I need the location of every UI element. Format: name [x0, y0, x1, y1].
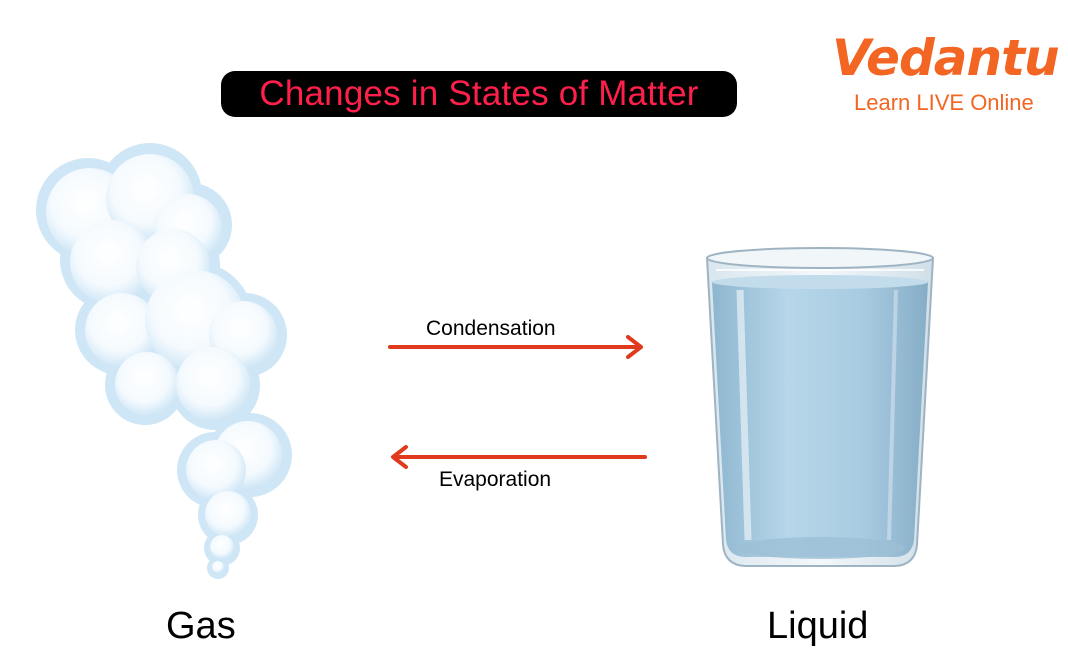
- vedantu-logo: Vedantu Learn LIVE Online: [828, 28, 1060, 120]
- logo-tagline: Learn LIVE Online: [854, 90, 1034, 115]
- condensation-arrow: [388, 335, 643, 359]
- condensation-label: Condensation: [426, 317, 556, 340]
- cloud-gas-icon: [36, 143, 292, 579]
- gas-label: Gas: [166, 605, 236, 647]
- title-banner: Changes in States of Matter: [221, 71, 737, 117]
- liquid-label: Liquid: [767, 605, 869, 647]
- glass-of-water-icon: [705, 247, 935, 567]
- page-title: Changes in States of Matter: [259, 74, 699, 113]
- evaporation-label: Evaporation: [439, 468, 552, 491]
- logo-wordmark: Vedantu: [832, 29, 1060, 87]
- evaporation-arrow: [391, 445, 647, 469]
